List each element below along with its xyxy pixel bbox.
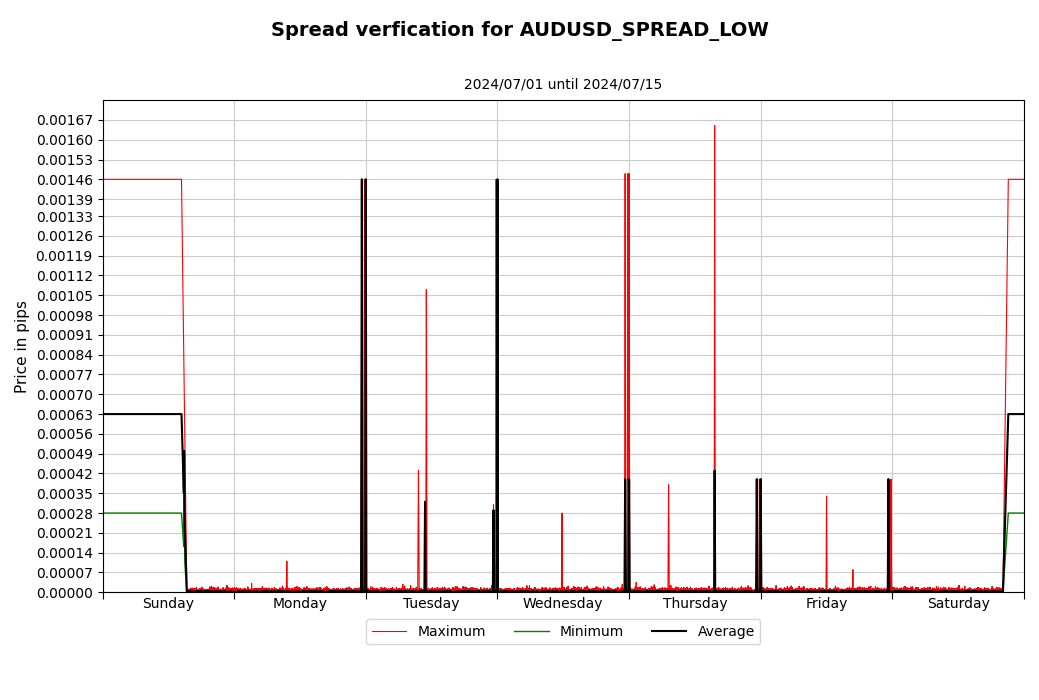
Minimum [596, 588, 609, 596]
Y-axis label: Price in pips: Price in pips [15, 300, 30, 393]
Maximum [651, 587, 664, 596]
Average [651, 588, 664, 596]
Average [596, 588, 609, 596]
Minimum [178, 489, 190, 498]
Average [449, 588, 461, 596]
Average [318, 588, 330, 596]
Maximum [596, 588, 609, 596]
Maximum [1018, 175, 1031, 183]
Minimum [97, 509, 109, 517]
Minimum [804, 588, 817, 596]
Line: Maximum: Maximum [103, 125, 1024, 592]
Minimum [449, 588, 461, 596]
Average [97, 410, 109, 419]
Maximum [159, 175, 171, 183]
Average [387, 588, 399, 596]
Maximum [936, 588, 949, 596]
Minimum [651, 588, 664, 596]
Minimum [1018, 509, 1031, 517]
Maximum [97, 175, 109, 183]
Average [355, 175, 368, 183]
Legend: Maximum, Minimum, Average: Maximum, Minimum, Average [366, 620, 761, 645]
Minimum [780, 588, 793, 596]
Minimum [318, 588, 330, 596]
Maximum [709, 121, 721, 130]
Maximum [449, 588, 461, 596]
Maximum [318, 588, 330, 596]
Line: Minimum: Minimum [103, 494, 1024, 592]
Title: 2024/07/01 until 2024/07/15: 2024/07/01 until 2024/07/15 [464, 78, 663, 92]
Average [1018, 410, 1031, 419]
Average [159, 410, 171, 419]
Average [780, 588, 793, 596]
Maximum [780, 587, 793, 595]
Line: Average: Average [103, 179, 1024, 592]
Minimum [159, 509, 171, 517]
Text: Spread verfication for AUDUSD_SPREAD_LOW: Spread verfication for AUDUSD_SPREAD_LOW [270, 21, 769, 41]
